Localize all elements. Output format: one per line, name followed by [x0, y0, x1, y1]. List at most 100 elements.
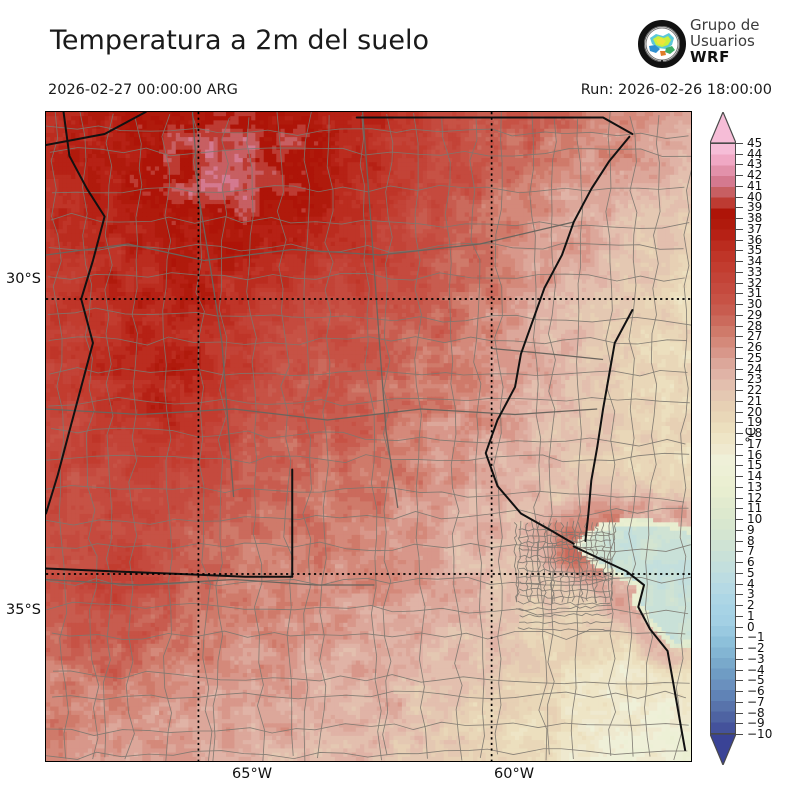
colorbar-over-arrow [710, 112, 736, 143]
colorbar-tick-9 [736, 529, 743, 531]
colorbar-tick-label-2: 2 [747, 599, 755, 611]
colorbar-tick-label-4: 4 [747, 578, 755, 590]
colorbar-tick-3 [736, 594, 743, 596]
colorbar-tick-label-21: 21 [747, 395, 762, 407]
colorbar-tick-label-15: 15 [747, 459, 762, 471]
colorbar-tick-32 [736, 282, 743, 284]
colorbar-tick-13 [736, 486, 743, 488]
colorbar-tick-31 [736, 293, 743, 295]
colorbar-tick-label-45: 45 [747, 137, 762, 149]
colorbar-tick-label-23: 23 [747, 373, 762, 385]
colorbar-tick-label-29: 29 [747, 309, 762, 321]
colorbar-tick-5 [736, 572, 743, 574]
colorbar-tick-39 [736, 207, 743, 209]
colorbar-tick-label-7: 7 [747, 545, 755, 557]
colorbar-tick-22 [736, 390, 743, 392]
colorbar-tick--5 [736, 680, 743, 682]
logo-line-2: Usuarios [690, 33, 800, 49]
colorbar-tick-18 [736, 433, 743, 435]
colorbar-tick-36 [736, 239, 743, 241]
colorbar-tick-14 [736, 476, 743, 478]
colorbar-ticks: 45 44 43 42 41 40 39 38 37 36 35 34 33 32 31 30 29 28 27 26… [736, 112, 796, 765]
colorbar-tick-label-19: 19 [747, 416, 762, 428]
temperature-map[interactable] [45, 111, 692, 762]
temperature-colorbar[interactable]: 45 44 43 42 41 40 39 38 37 36 35 34 33 32 31 30 29 28 27 26… [710, 112, 772, 765]
colorbar-tick-label-9: 9 [747, 524, 755, 536]
colorbar-tick-label--1: −1 [747, 631, 765, 643]
colorbar-tick--7 [736, 701, 743, 703]
colorbar-tick-35 [736, 250, 743, 252]
colorbar-tick-24 [736, 368, 743, 370]
colorbar-tick-17 [736, 443, 743, 445]
lon-tick-label-65w: 65°W [232, 766, 272, 782]
colorbar-tick-label--2: −2 [747, 642, 765, 654]
colorbar-tick-label-22: 22 [747, 384, 762, 396]
colorbar-tick-23 [736, 379, 743, 381]
colorbar-tick-label-1: 1 [747, 610, 755, 622]
colorbar-body [710, 143, 736, 734]
colorbar-tick-label-36: 36 [747, 234, 762, 246]
colorbar-tick-38 [736, 218, 743, 220]
map-raster [46, 112, 691, 761]
colorbar-tick-label-32: 32 [747, 277, 762, 289]
colorbar-tick-label-17: 17 [747, 438, 762, 450]
colorbar-tick-label--10: −10 [747, 728, 772, 740]
colorbar-tick-11 [736, 508, 743, 510]
colorbar-tick-label-28: 28 [747, 320, 762, 332]
colorbar-tick-2 [736, 605, 743, 607]
colorbar-tick-label-18: 18 [747, 427, 762, 439]
colorbar-tick-label-44: 44 [747, 148, 762, 160]
colorbar-tick--2 [736, 648, 743, 650]
colorbar-tick-43 [736, 164, 743, 166]
colorbar-tick-12 [736, 497, 743, 499]
colorbar-tick-label-6: 6 [747, 556, 755, 568]
valid-time-label: 2026-02-27 00:00:00 ARG [48, 82, 238, 98]
colorbar-tick-label--3: −3 [747, 653, 765, 665]
page-title: Temperatura a 2m del suelo [50, 25, 429, 56]
colorbar-tick-label-42: 42 [747, 169, 762, 181]
colorbar-tick-label-43: 43 [747, 158, 762, 170]
colorbar-tick--8 [736, 712, 743, 714]
colorbar-tick-34 [736, 261, 743, 263]
colorbar-tick-42 [736, 175, 743, 177]
colorbar-tick-20 [736, 411, 743, 413]
colorbar-tick-19 [736, 422, 743, 424]
colorbar-tick-label-14: 14 [747, 470, 762, 482]
lat-tick-label-30s: 30°S [6, 271, 41, 287]
colorbar-tick-label-10: 10 [747, 513, 762, 525]
lon-tick-label-60w: 60°W [494, 766, 534, 782]
colorbar-tick-label-13: 13 [747, 481, 762, 493]
colorbar-tick-label--8: −8 [747, 707, 765, 719]
colorbar-tick-6 [736, 562, 743, 564]
colorbar-tick-label-12: 12 [747, 492, 762, 504]
colorbar-tick-label-3: 3 [747, 588, 755, 600]
colorbar-tick-8 [736, 540, 743, 542]
colorbar-unit-label: °C [745, 427, 760, 443]
colorbar-tick-label-5: 5 [747, 567, 755, 579]
lat-tick-label-35s: 35°S [6, 602, 41, 618]
colorbar-tick-40 [736, 196, 743, 198]
run-time-label: Run: 2026-02-26 18:00:00 [581, 82, 772, 98]
colorbar-tick-41 [736, 185, 743, 187]
logo-line-1: Grupo de [690, 17, 800, 33]
colorbar-tick-4 [736, 583, 743, 585]
colorbar-tick-25 [736, 357, 743, 359]
colorbar-tick-37 [736, 228, 743, 230]
colorbar-tick--1 [736, 637, 743, 639]
colorbar-tick-label-11: 11 [747, 502, 762, 514]
colorbar-tick-label-25: 25 [747, 352, 762, 364]
colorbar-tick-label-34: 34 [747, 255, 762, 267]
wrf-user-group-logo: Grupo de Usuarios WRF [636, 17, 796, 74]
colorbar-tick-label-31: 31 [747, 287, 762, 299]
colorbar-tick-label--9: −9 [747, 717, 765, 729]
colorbar-tick-label-27: 27 [747, 330, 762, 342]
colorbar-tick-10 [736, 519, 743, 521]
colorbar-tick--6 [736, 691, 743, 693]
colorbar-tick-label-30: 30 [747, 298, 762, 310]
colorbar-tick-label--5: −5 [747, 674, 765, 686]
colorbar-tick-27 [736, 336, 743, 338]
colorbar-tick-label-35: 35 [747, 244, 762, 256]
colorbar-tick-label-41: 41 [747, 180, 762, 192]
colorbar-tick--9 [736, 723, 743, 725]
colorbar-tick-label-16: 16 [747, 449, 762, 461]
